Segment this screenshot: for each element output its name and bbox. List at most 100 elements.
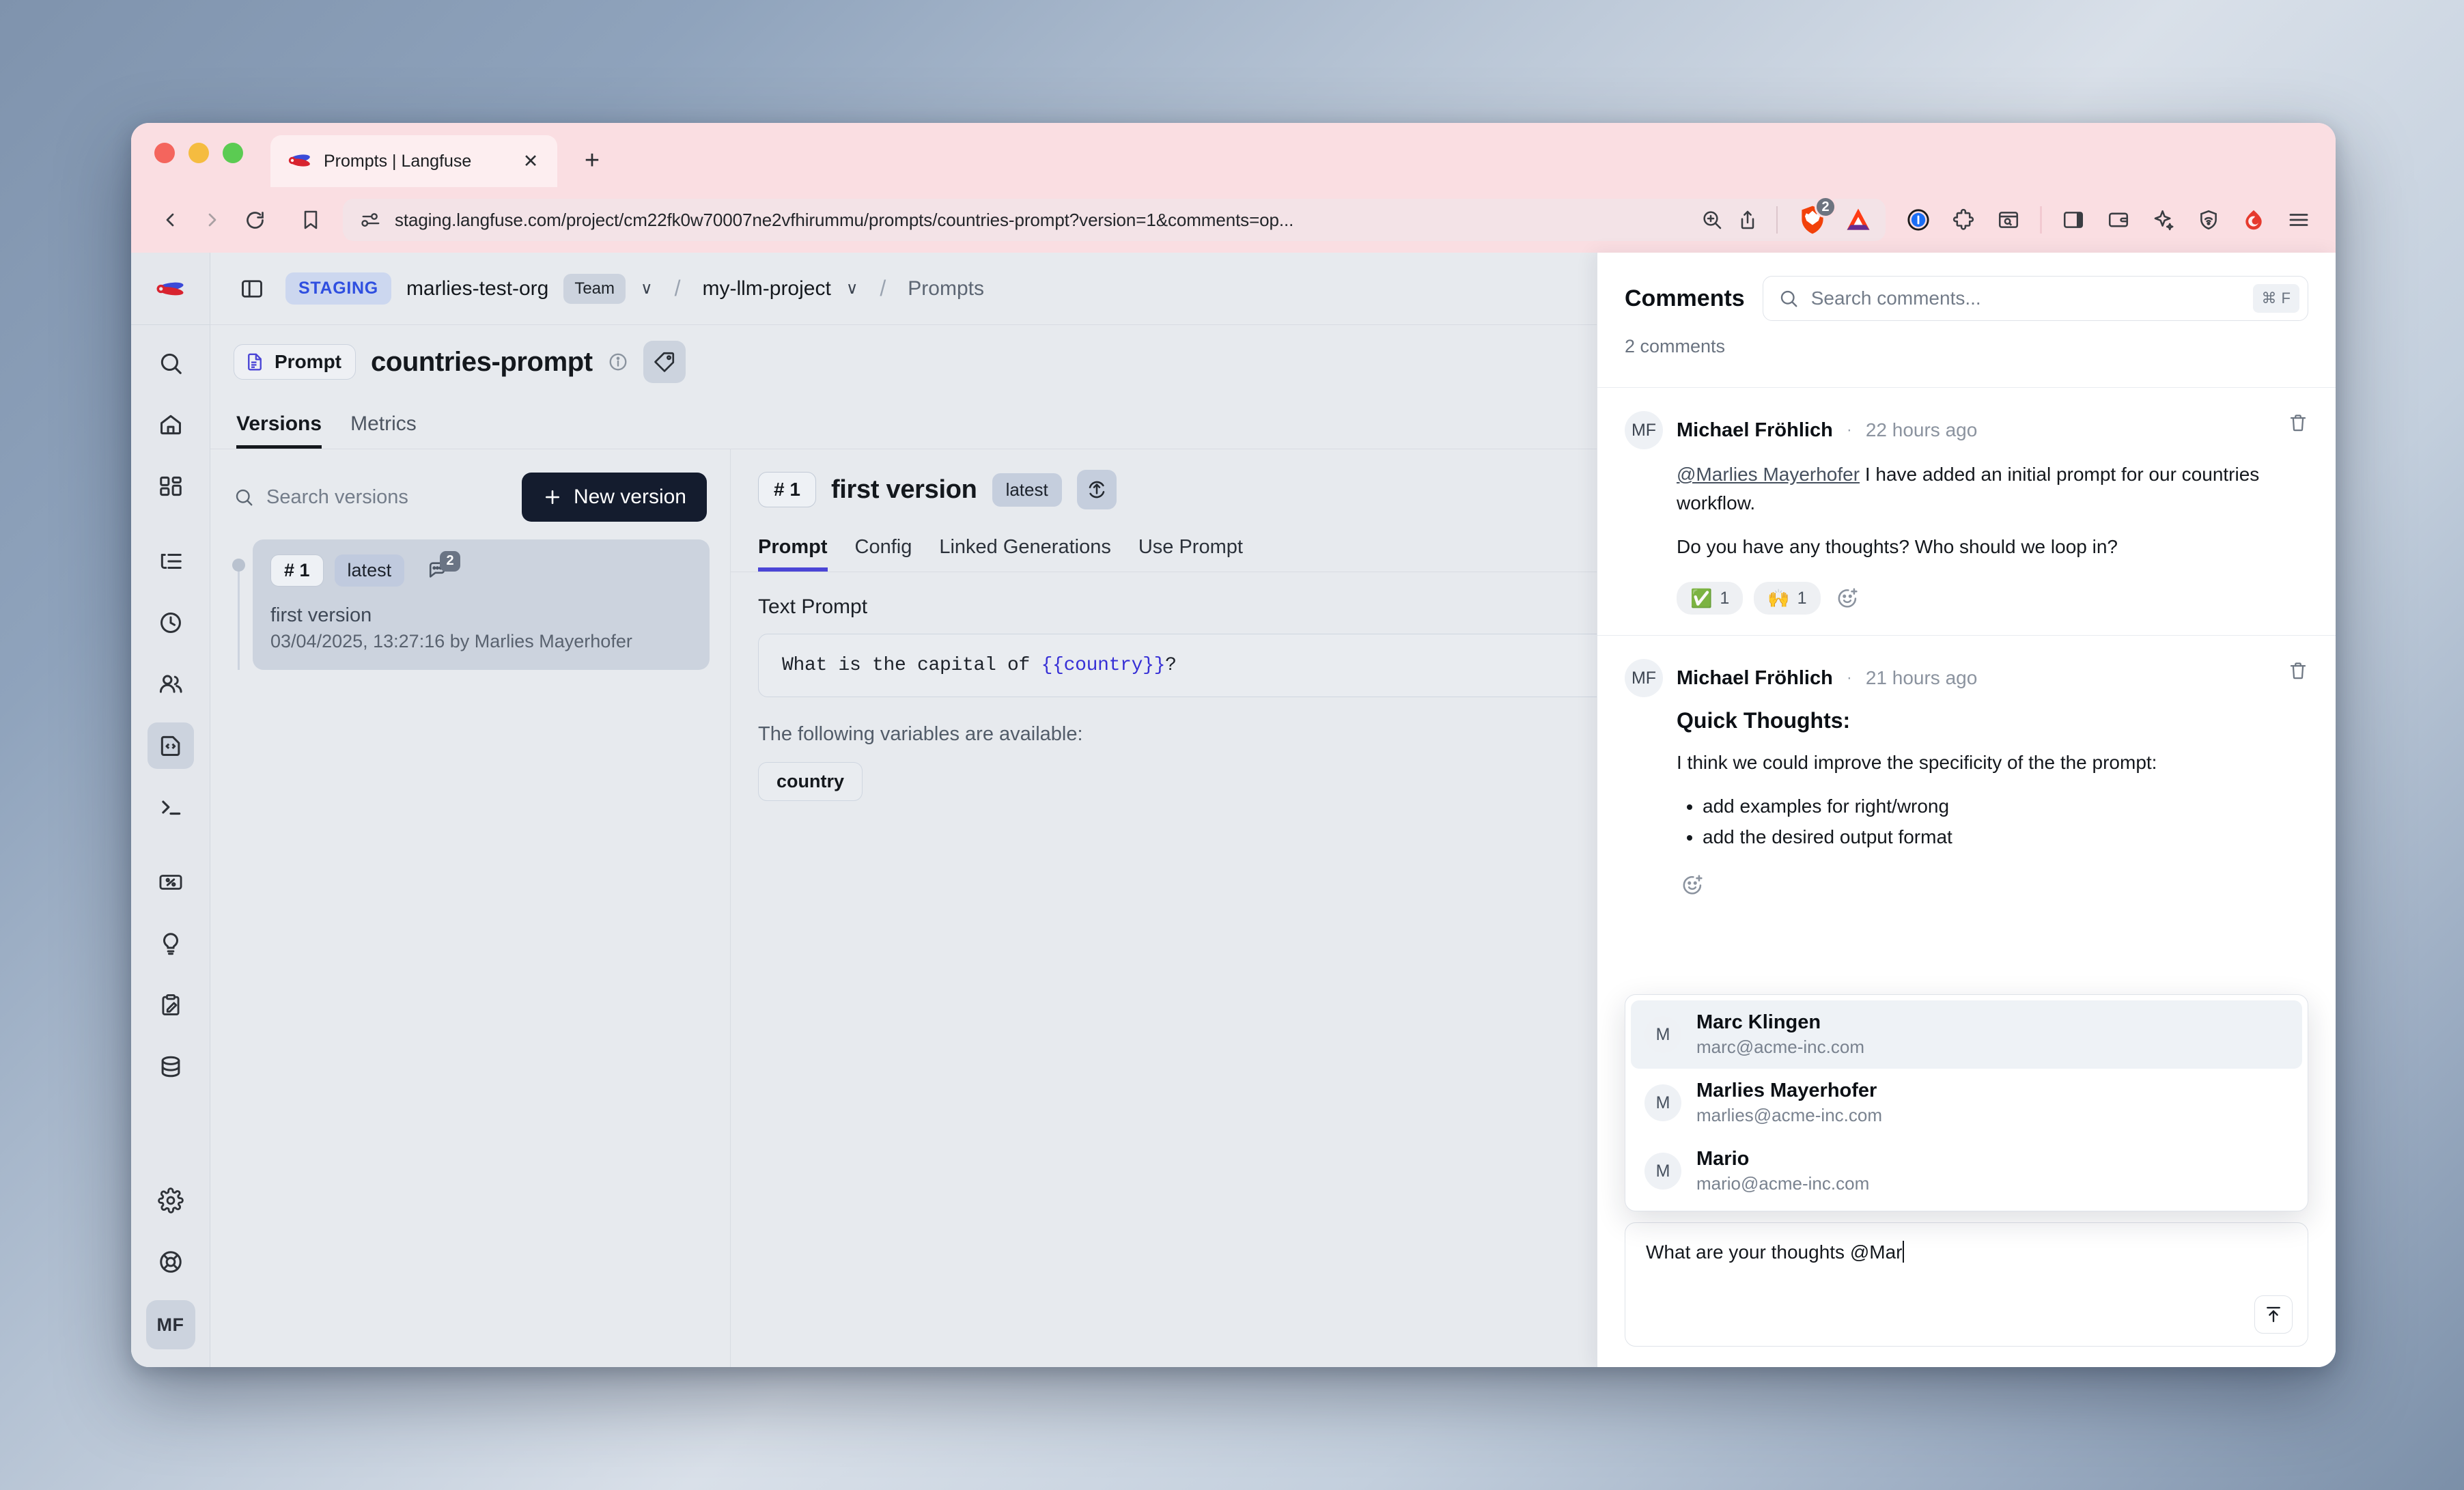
tab-config[interactable]: Config [854,536,912,558]
comment-paragraph: Do you have any thoughts? Who should we … [1677,536,2118,557]
sidebar-item-playground[interactable] [148,784,194,830]
comment-paragraph: I think we could improve the specificity… [1677,752,2157,773]
comment-timestamp: 21 hours ago [1865,667,1978,688]
tab-prompt[interactable]: Prompt [758,536,828,572]
zoom-in-icon[interactable] [1701,209,1723,231]
1password-icon[interactable] [1899,201,1937,239]
vpn-shield-icon[interactable] [2189,201,2228,239]
close-window-button[interactable] [154,143,175,163]
shortcut-modifier: ⌘ [2261,290,2277,307]
trash-icon[interactable] [2288,660,2308,684]
search-versions-placeholder: Search versions [266,486,408,508]
info-circle-icon[interactable] [608,352,628,372]
breadcrumb-page[interactable]: Prompts [908,277,984,300]
close-tab-button[interactable]: ✕ [522,150,539,171]
add-reaction-icon[interactable] [1836,587,1859,610]
sidebar-item-users[interactable] [148,661,194,707]
reaction-chip[interactable]: 🙌 1 [1754,582,1821,615]
prompt-text-before: What is the capital of [782,655,1041,676]
search-icon [234,487,254,507]
detail-version-number: # 1 [758,472,816,507]
sidebar-item-prompts[interactable] [147,722,194,769]
send-comment-button[interactable] [2254,1295,2293,1334]
new-tab-button[interactable]: + [584,146,600,175]
brave-shield-icon[interactable]: 2 [1795,196,1836,237]
version-list-item[interactable]: # 1 latest 2 first version 03/ [253,539,710,670]
org-role-badge: Team [563,273,626,304]
hamburger-menu-icon[interactable] [2280,201,2318,239]
sidebar-item-tracing[interactable] [148,538,194,585]
leo-sparkle-icon[interactable] [2144,201,2183,239]
sidebar-item-home[interactable] [148,402,194,448]
mention-option-email: marc@acme-inc.com [1696,1037,1864,1057]
prompt-file-icon [244,351,265,373]
search-shortcut-hint: ⌘ F [2252,284,2299,313]
tab-metrics[interactable]: Metrics [350,412,417,435]
new-version-label: New version [573,486,686,508]
sidebar-item-evaluation[interactable] [148,859,194,905]
back-button[interactable] [150,200,190,240]
text-caret [1903,1241,1905,1263]
mention-link[interactable]: @Marlies Mayerhofer [1677,464,1860,485]
chevron-down-icon[interactable]: ∨ [641,279,653,298]
add-reaction-icon[interactable] [1681,873,1704,897]
separator-dot: · [1846,669,1852,687]
reload-button[interactable] [235,200,275,240]
reading-list-icon[interactable] [1989,201,2028,239]
comment-reactions: ✅ 1 🙌 1 [1677,582,2308,615]
chevron-down-icon[interactable]: ∨ [845,279,858,298]
comments-panel: Comments Search comments... ⌘ F 2 commen… [1597,253,2336,1367]
reaction-chip[interactable]: ✅ 1 [1677,582,1744,615]
sidebar-item-support[interactable] [148,1239,194,1285]
mention-option-marc-klingen[interactable]: M Marc Klingen marc@acme-inc.com [1631,1000,2302,1069]
sidebar-item-datasets[interactable] [148,1043,194,1090]
new-version-button[interactable]: New version [521,473,707,522]
versions-list: # 1 latest 2 first version 03/ [231,539,710,670]
sidebar-item-llm-as-judge[interactable] [148,920,194,967]
extensions-puzzle-icon[interactable] [1944,201,1983,239]
breadcrumb-project[interactable]: my-llm-project [702,277,831,300]
langfuse-logo-icon[interactable] [131,253,210,325]
prompt-type-badge: Prompt [234,344,356,380]
wallet-icon[interactable] [2099,201,2138,239]
sidebar-item-sessions[interactable] [148,600,194,646]
mention-option-mario[interactable]: M Mario mario@acme-inc.com [1631,1137,2302,1205]
sidebar-item-search[interactable] [148,340,194,386]
comment-body: @Marlies Mayerhofer I have added an init… [1677,460,2308,615]
variables-label: The following variables are available: [758,723,1083,745]
bookmark-icon[interactable] [291,200,331,240]
promote-version-icon[interactable] [1076,470,1117,509]
user-avatar[interactable]: MF [145,1300,195,1349]
page-title: countries-prompt [371,346,593,377]
sidebar-toggle-icon[interactable] [234,270,270,307]
prompt-text-after: ? [1165,655,1177,676]
sidebar-panel-icon[interactable] [2054,201,2092,239]
shortcut-key: F [2281,290,2291,307]
breadcrumb-org[interactable]: marlies-test-org [406,277,549,300]
mention-option-marlies-mayerhofer[interactable]: M Marlies Mayerhofer marlies@acme-inc.co… [1631,1069,2302,1137]
reaction-count: 1 [1720,588,1730,608]
sidebar-item-annotation-queues[interactable] [148,982,194,1028]
forward-button[interactable] [193,200,232,240]
address-bar[interactable]: staging.langfuse.com/project/cm22fk0w700… [343,196,1886,241]
search-comments-input[interactable]: Search comments... ⌘ F [1762,276,2308,321]
bat-rewards-icon[interactable] [1843,205,1873,235]
browser-tab[interactable]: Prompts | Langfuse ✕ [270,135,557,187]
sidebar-item-dashboards[interactable] [148,463,194,509]
maximize-window-button[interactable] [223,143,243,163]
tab-versions[interactable]: Versions [236,412,322,449]
search-icon [1778,288,1799,309]
tab-linked-generations[interactable]: Linked Generations [939,536,1111,558]
minimize-window-button[interactable] [188,143,209,163]
tab-use-prompt[interactable]: Use Prompt [1138,536,1243,558]
trash-icon[interactable] [2288,412,2308,436]
tag-icon[interactable] [643,341,686,383]
site-settings-icon[interactable] [361,210,381,230]
share-icon[interactable] [1737,209,1759,231]
raindrop-icon[interactable] [2235,201,2273,239]
sidebar-nav-items [131,325,210,1177]
sidebar-item-settings[interactable] [148,1177,194,1224]
comment-composer[interactable]: What are your thoughts @Mar [1625,1222,2308,1347]
version-comment-count[interactable]: 2 [428,550,461,582]
search-versions-input[interactable]: Search versions [234,476,507,518]
